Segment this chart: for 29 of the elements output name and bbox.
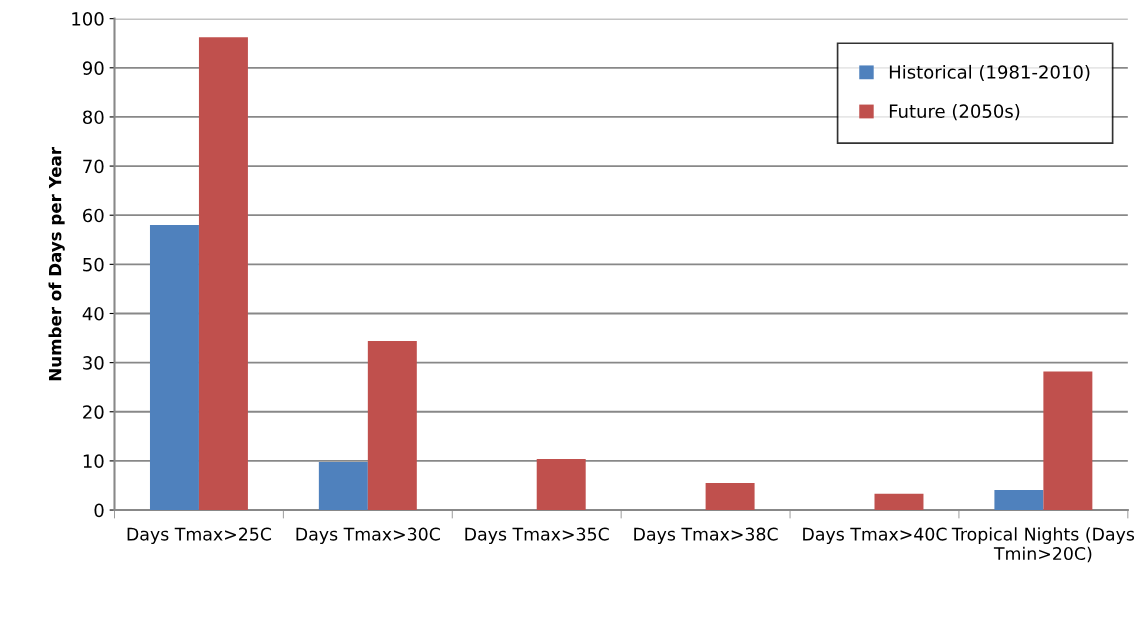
legend-label: Historical (1981-2010) xyxy=(889,64,1090,81)
y-tick-label: 90 xyxy=(82,61,104,75)
y-tick-label: 0 xyxy=(94,503,104,518)
y-tick-label: 40 xyxy=(82,306,104,321)
x-tick-label: Days Tmax>35C xyxy=(465,527,609,545)
bar xyxy=(149,225,199,511)
legend-label: Future (2050s) xyxy=(889,104,1020,121)
x-tick-label: Days Tmax>38C xyxy=(634,527,778,545)
bar xyxy=(1043,371,1093,511)
x-tick-label: Days Tmax>30C xyxy=(296,527,440,545)
y-tick-label: 20 xyxy=(83,405,104,419)
bar xyxy=(198,37,248,511)
x-tick-label: Tropical Nights (Days Tmin>20C) xyxy=(951,527,1135,563)
bar xyxy=(705,483,755,511)
x-tick-label: Days Tmax>25C xyxy=(127,527,272,545)
y-tick-label: 100 xyxy=(72,12,104,26)
y-tick-label: 10 xyxy=(83,454,104,469)
y-tick-label: 80 xyxy=(83,110,104,125)
bar xyxy=(318,461,368,511)
y-tick-label: 50 xyxy=(83,257,104,272)
bar xyxy=(994,489,1044,511)
bar xyxy=(874,493,924,511)
bar xyxy=(367,341,417,511)
bar xyxy=(536,458,586,511)
y-axis-title: Number of Days per Year xyxy=(48,147,65,381)
y-tick-label: 70 xyxy=(83,159,104,174)
x-tick-label: Days Tmax>40C xyxy=(803,527,947,545)
y-tick-label: 60 xyxy=(83,208,104,223)
y-tick-label: 30 xyxy=(83,356,104,370)
